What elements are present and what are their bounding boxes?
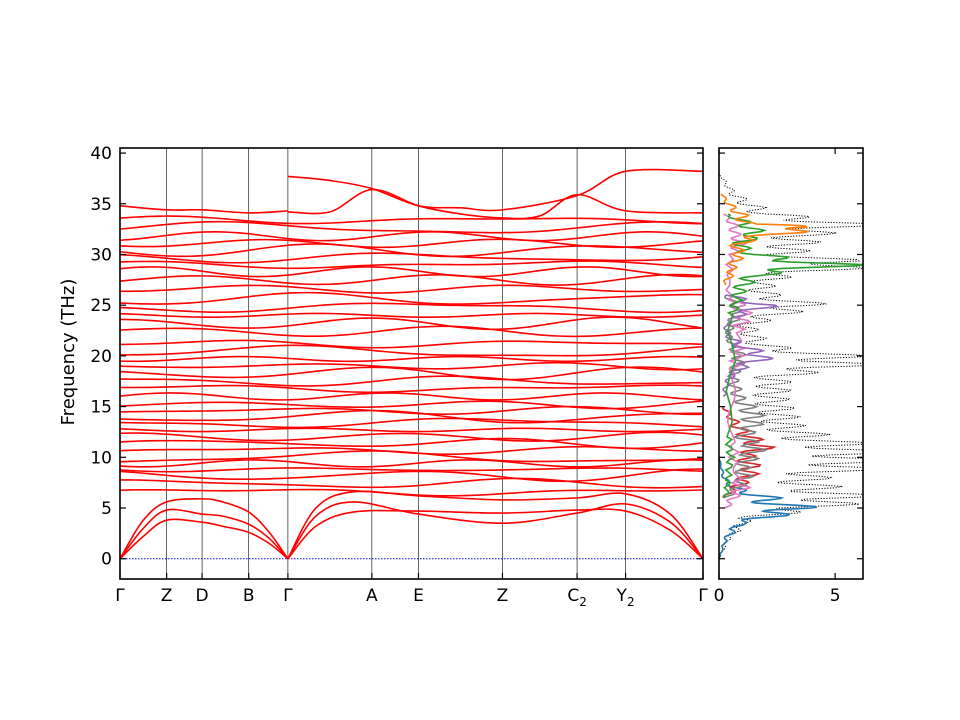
partial-dos-line [723, 294, 769, 499]
y-tick-label: 30 [90, 245, 112, 265]
optical-branch [120, 231, 703, 242]
partial-dos-line [721, 406, 777, 499]
y-tick-label: 5 [101, 499, 112, 519]
optical-branch [120, 325, 703, 338]
optical-branch [120, 260, 703, 270]
upper-branch [287, 188, 703, 220]
band-lines [120, 148, 703, 579]
kpoint-label: D [196, 586, 209, 606]
kpoint-label: Y2 [616, 586, 635, 609]
optical-branch [120, 312, 703, 319]
optical-branch [120, 361, 703, 371]
optical-branch [120, 355, 703, 363]
kpoint-label: Z [161, 586, 173, 606]
acoustic-branch [287, 501, 703, 560]
acoustic-branch [120, 508, 289, 560]
dos-x-tick-label: 5 [830, 586, 841, 606]
y-tick-label: 10 [90, 448, 112, 468]
band-frame [119, 147, 704, 580]
dos-x-tick-label: 0 [714, 586, 725, 606]
y-axis-title: Frequency (THz) [58, 279, 79, 426]
acoustic-branch [120, 498, 289, 560]
optical-branch [120, 344, 703, 357]
acoustic-branch [120, 518, 289, 560]
optical-branch [120, 400, 703, 410]
y-tick-label: 35 [90, 195, 112, 215]
optical-branch [120, 316, 703, 331]
optical-branch [120, 417, 703, 429]
y-tick-label: 0 [101, 550, 112, 570]
kpoint-label: E [413, 586, 424, 606]
optical-branch [120, 459, 703, 468]
kpoint-label: B [243, 586, 255, 606]
kpoint-label: A [366, 586, 378, 606]
upper-branch [287, 168, 703, 212]
band-structure-panel: 0 5 10 15 20 25 30 35 40 Γ Z D B Γ A E Z C2 Y2 Γ [90, 144, 708, 609]
y-tick-label: 20 [90, 347, 112, 367]
optical-branch [120, 215, 703, 225]
optical-branch [120, 243, 703, 258]
optical-branch [120, 384, 703, 394]
kpoint-label: Γ [283, 586, 293, 606]
optical-branch [120, 291, 703, 305]
partial-dos-line [720, 193, 809, 286]
optical-branch [120, 273, 703, 286]
optical-branch [120, 339, 703, 349]
optical-branch [120, 431, 703, 442]
upper-branch [120, 205, 288, 214]
optical-branch [120, 488, 703, 497]
y-tick-label: 15 [90, 398, 112, 418]
y-tick-label: 25 [90, 296, 112, 316]
partial-dos-line [723, 213, 754, 509]
dos-lines [719, 173, 863, 559]
partial-dos-line [722, 213, 863, 498]
optical-branch [120, 392, 703, 401]
acoustic-branch [287, 508, 703, 560]
partial-dos-line [719, 457, 818, 559]
optical-branch [120, 366, 703, 381]
kpoint-label: Γ [698, 586, 708, 606]
kpoint-label: C2 [567, 586, 587, 609]
total-dos-line [719, 173, 863, 559]
optical-branch [120, 238, 703, 249]
kpoint-label: Γ [115, 586, 125, 606]
optical-branch [120, 467, 703, 473]
kpoint-label: Z [497, 586, 509, 606]
optical-branch [120, 284, 703, 294]
dos-frame [718, 147, 864, 580]
optical-branch [120, 437, 703, 450]
y-tick-label: 40 [90, 144, 112, 164]
optical-branch [120, 468, 703, 483]
acoustic-branch [287, 490, 703, 560]
optical-branch [120, 302, 703, 314]
optical-branch [120, 266, 703, 278]
optical-branch [120, 477, 703, 489]
optical-branch [120, 220, 703, 234]
optical-branch [120, 427, 703, 433]
optical-branch [120, 375, 703, 387]
